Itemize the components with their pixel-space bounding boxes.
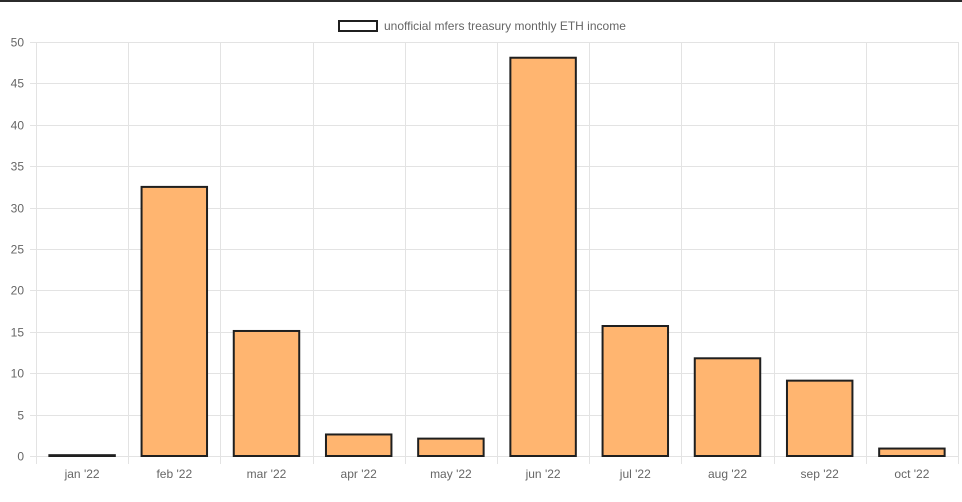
x-axis-ticks: jan '22 feb '22 mar '22 apr '22 may '22 jun '… bbox=[64, 467, 930, 481]
x-tick-label: apr '22 bbox=[341, 467, 378, 481]
x-tick-label: mar '22 bbox=[247, 467, 287, 481]
y-tick-label: 50 bbox=[11, 36, 25, 50]
bar[interactable] bbox=[417, 437, 485, 457]
y-tick-label: 30 bbox=[11, 202, 25, 216]
bar[interactable] bbox=[232, 329, 301, 457]
x-tick-label: jan '22 bbox=[64, 467, 100, 481]
bar[interactable] bbox=[878, 447, 946, 458]
y-axis-ticks: 0 5 10 15 20 25 30 35 40 45 50 bbox=[11, 36, 25, 464]
x-tick-label: may '22 bbox=[430, 467, 472, 481]
y-tick-label: 10 bbox=[11, 367, 25, 381]
x-tick-label: sep '22 bbox=[801, 467, 840, 481]
top-border bbox=[0, 0, 962, 2]
x-tick-label: jun '22 bbox=[525, 467, 561, 481]
bar[interactable] bbox=[509, 56, 577, 458]
legend-swatch bbox=[338, 20, 378, 32]
y-tick-label: 5 bbox=[17, 409, 24, 423]
y-tick-label: 35 bbox=[11, 160, 25, 174]
bar[interactable] bbox=[140, 185, 209, 457]
x-tick-label: aug '22 bbox=[708, 467, 747, 481]
bar[interactable] bbox=[324, 433, 393, 457]
legend-label: unofficial mfers treasury monthly ETH in… bbox=[384, 19, 626, 33]
x-tick-label: feb '22 bbox=[156, 467, 192, 481]
bar[interactable] bbox=[785, 379, 854, 458]
bar[interactable] bbox=[601, 325, 670, 457]
bar[interactable] bbox=[693, 357, 762, 457]
x-tick-label: oct '22 bbox=[894, 467, 929, 481]
x-tick-label: jul '22 bbox=[619, 467, 651, 481]
y-tick-label: 40 bbox=[11, 119, 25, 133]
bars bbox=[48, 56, 946, 458]
y-tick-label: 25 bbox=[11, 243, 25, 257]
y-tick-label: 45 bbox=[11, 77, 25, 91]
y-tick-label: 15 bbox=[11, 326, 25, 340]
y-tick-label: 20 bbox=[11, 284, 25, 298]
bar[interactable] bbox=[48, 454, 116, 457]
y-tick-label: 0 bbox=[17, 450, 24, 464]
legend[interactable]: unofficial mfers treasury monthly ETH in… bbox=[338, 18, 626, 34]
